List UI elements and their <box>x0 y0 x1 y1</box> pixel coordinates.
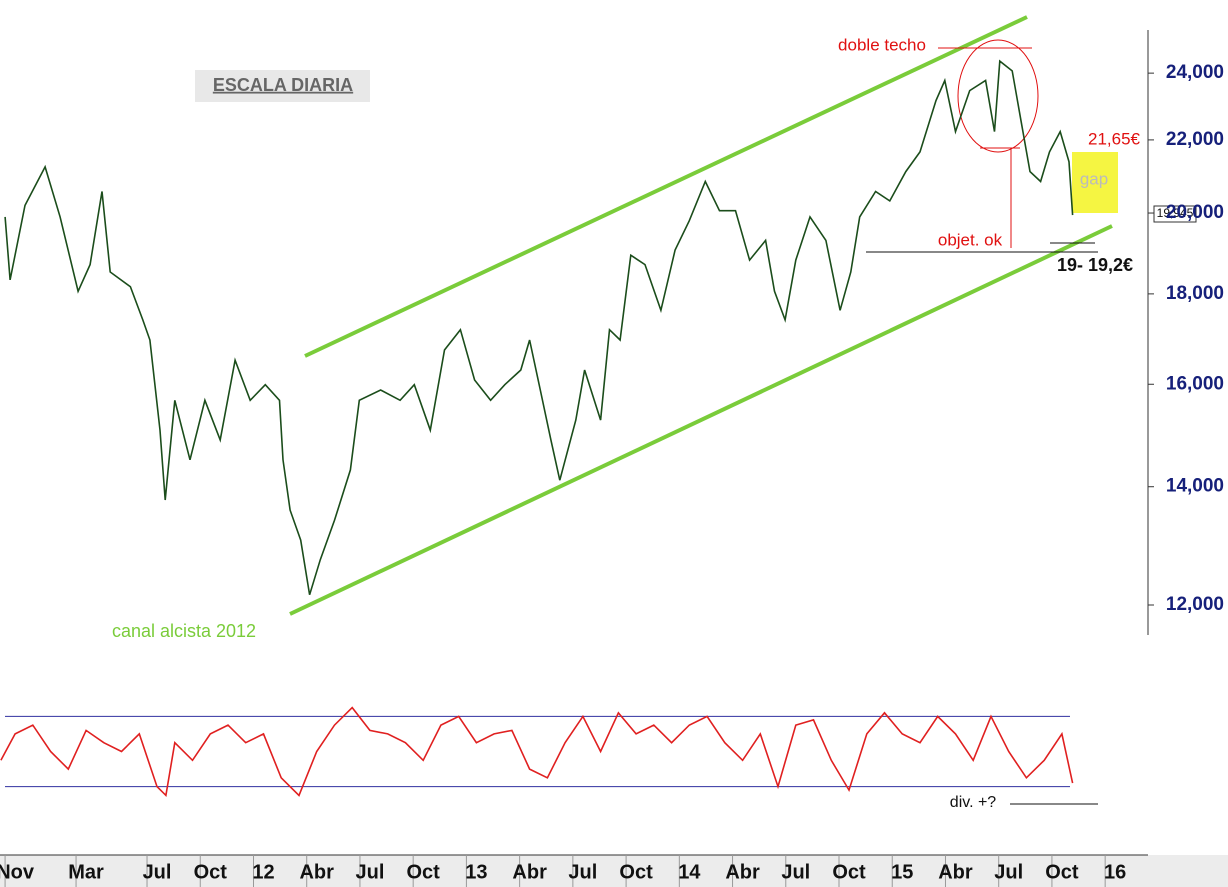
x-tick-label: Oct <box>194 861 228 883</box>
annotation: gap <box>1080 169 1108 188</box>
gap-box <box>1072 152 1118 213</box>
series-line <box>0 706 1074 798</box>
x-tick-label: Nov <box>0 861 35 883</box>
annotation: doble techo <box>838 35 926 54</box>
annotation: canal alcista 2012 <box>112 621 256 641</box>
annotation: div. +? <box>950 794 997 811</box>
y-tick-label: 18,000 <box>1166 283 1224 304</box>
label-box <box>195 70 370 102</box>
last-value-box <box>1153 205 1197 223</box>
y-tick-label: 12,000 <box>1166 594 1224 615</box>
x-tick-label: Abr <box>512 861 547 883</box>
series-line <box>4 59 1074 596</box>
x-tick-label: 16 <box>1104 861 1126 883</box>
x-axis-band <box>0 855 1228 887</box>
x-tick-label: 13 <box>465 861 487 883</box>
x-tick-label: Jul <box>781 861 810 883</box>
x-tick-label: Abr <box>725 861 760 883</box>
channel-top <box>304 15 1028 358</box>
annotation: ESCALA DIARIA <box>213 75 353 95</box>
y-tick-label: 22,000 <box>1166 129 1224 150</box>
marker <box>957 39 1039 153</box>
y-tick-label: 16,000 <box>1166 373 1224 394</box>
annotation: objet. ok <box>938 230 1003 249</box>
x-tick-label: Oct <box>832 861 866 883</box>
y-tick-label: 24,000 <box>1166 62 1224 83</box>
x-tick-label: Jul <box>143 861 172 883</box>
x-tick-label: Jul <box>568 861 597 883</box>
x-tick-label: 12 <box>252 861 274 883</box>
x-tick-label: Jul <box>355 861 384 883</box>
x-tick-label: 15 <box>891 861 913 883</box>
x-tick-label: Abr <box>299 861 334 883</box>
channel-bottom <box>289 224 1113 616</box>
x-tick-label: Mar <box>68 861 104 883</box>
annotation: 21,65€ <box>1088 129 1141 148</box>
annotation: 19- 19,2€ <box>1057 255 1133 275</box>
annotation: 19,945 <box>1157 206 1194 220</box>
y-tick-label: 14,000 <box>1166 476 1224 497</box>
x-tick-label: Oct <box>407 861 441 883</box>
x-tick-label: 14 <box>678 861 701 883</box>
x-tick-label: Abr <box>938 861 973 883</box>
x-tick-label: Oct <box>619 861 653 883</box>
x-tick-label: Jul <box>994 861 1023 883</box>
y-tick-label: 20,000 <box>1166 202 1224 223</box>
x-tick-label: Oct <box>1045 861 1079 883</box>
